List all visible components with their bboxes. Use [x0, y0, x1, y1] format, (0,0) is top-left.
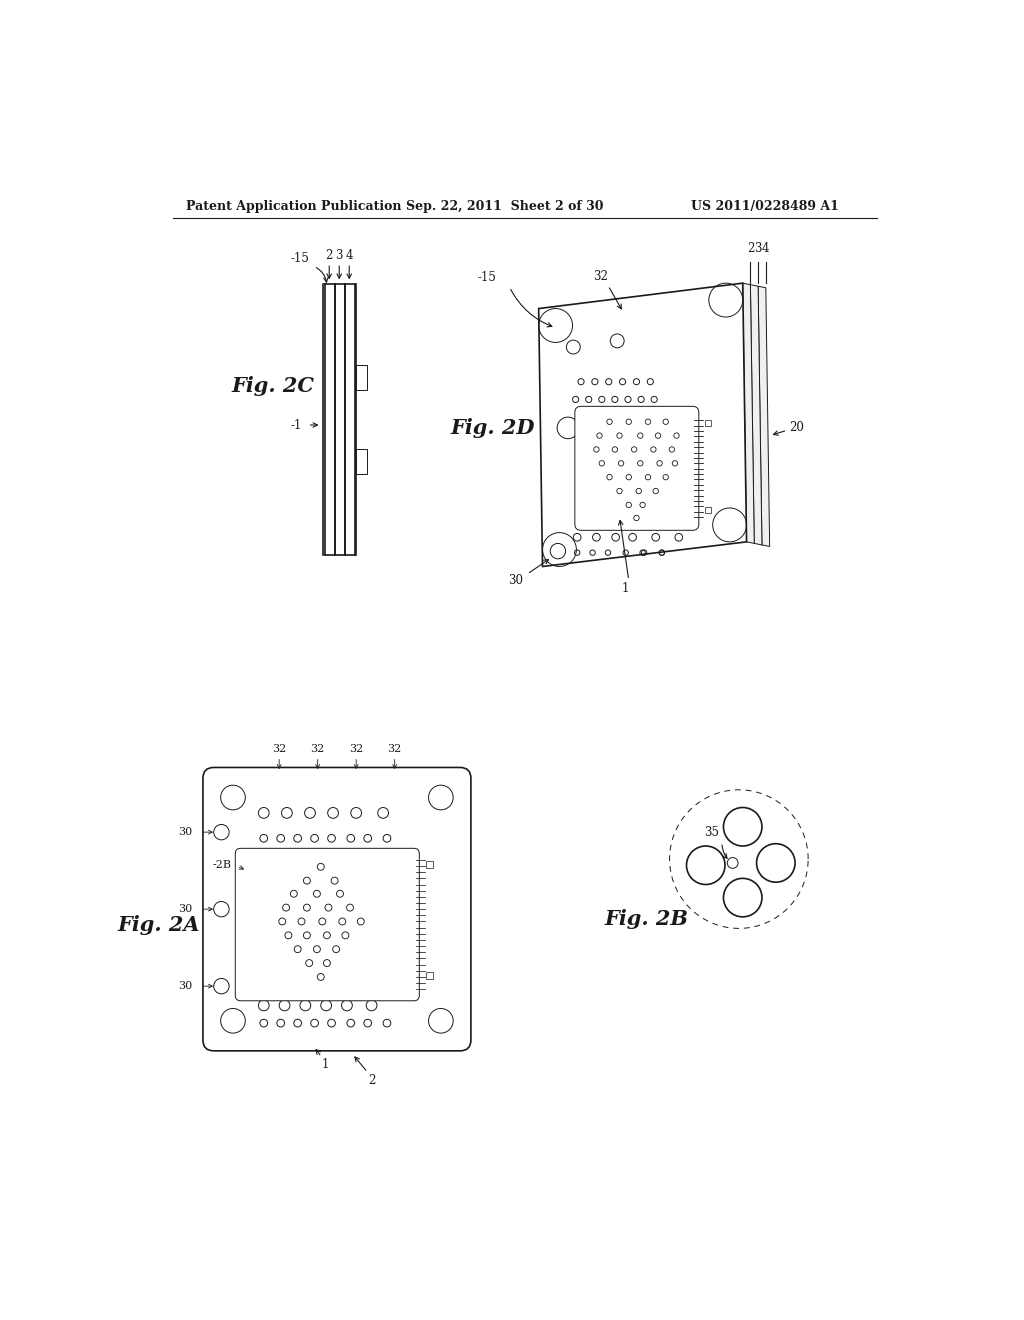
- FancyBboxPatch shape: [574, 407, 698, 531]
- Text: Fig. 2B: Fig. 2B: [604, 909, 688, 929]
- Text: 1: 1: [622, 582, 629, 594]
- Bar: [356, 366, 367, 389]
- Text: 32: 32: [387, 744, 401, 754]
- Bar: [705, 507, 711, 513]
- Text: 2: 2: [368, 1073, 375, 1086]
- Text: US 2011/0228489 A1: US 2011/0228489 A1: [691, 199, 839, 213]
- Text: Fig. 2D: Fig. 2D: [451, 418, 535, 438]
- Text: Patent Application Publication: Patent Application Publication: [186, 199, 401, 213]
- Text: 30: 30: [178, 828, 193, 837]
- Text: Fig. 2A: Fig. 2A: [117, 915, 200, 935]
- Bar: [426, 973, 433, 979]
- Text: Sep. 22, 2011  Sheet 2 of 30: Sep. 22, 2011 Sheet 2 of 30: [407, 199, 604, 213]
- Bar: [426, 862, 433, 869]
- Polygon shape: [539, 284, 746, 566]
- Text: 3: 3: [755, 242, 762, 255]
- Text: 32: 32: [593, 269, 607, 282]
- Text: -1: -1: [290, 418, 301, 432]
- Polygon shape: [758, 286, 770, 546]
- Text: 2: 2: [326, 249, 333, 261]
- Text: -15: -15: [291, 252, 309, 265]
- Text: 20: 20: [788, 421, 804, 434]
- Text: 30: 30: [178, 981, 193, 991]
- Text: -15: -15: [477, 271, 497, 284]
- Polygon shape: [742, 284, 755, 544]
- Text: 4: 4: [762, 242, 770, 255]
- FancyBboxPatch shape: [203, 767, 471, 1051]
- Text: 2: 2: [746, 242, 754, 255]
- Polygon shape: [751, 285, 762, 545]
- Text: 30: 30: [178, 904, 193, 915]
- Text: Fig. 2C: Fig. 2C: [231, 376, 314, 396]
- Text: 35: 35: [705, 825, 720, 838]
- Text: 32: 32: [349, 744, 364, 754]
- Text: 32: 32: [310, 744, 325, 754]
- Text: 3: 3: [336, 249, 343, 261]
- Text: 30: 30: [508, 574, 523, 587]
- Text: 1: 1: [322, 1059, 329, 1072]
- FancyBboxPatch shape: [236, 849, 419, 1001]
- Bar: [705, 420, 711, 426]
- Text: 32: 32: [272, 744, 287, 754]
- Bar: [356, 449, 367, 474]
- Text: 4: 4: [345, 249, 353, 261]
- Text: -2B: -2B: [212, 861, 231, 870]
